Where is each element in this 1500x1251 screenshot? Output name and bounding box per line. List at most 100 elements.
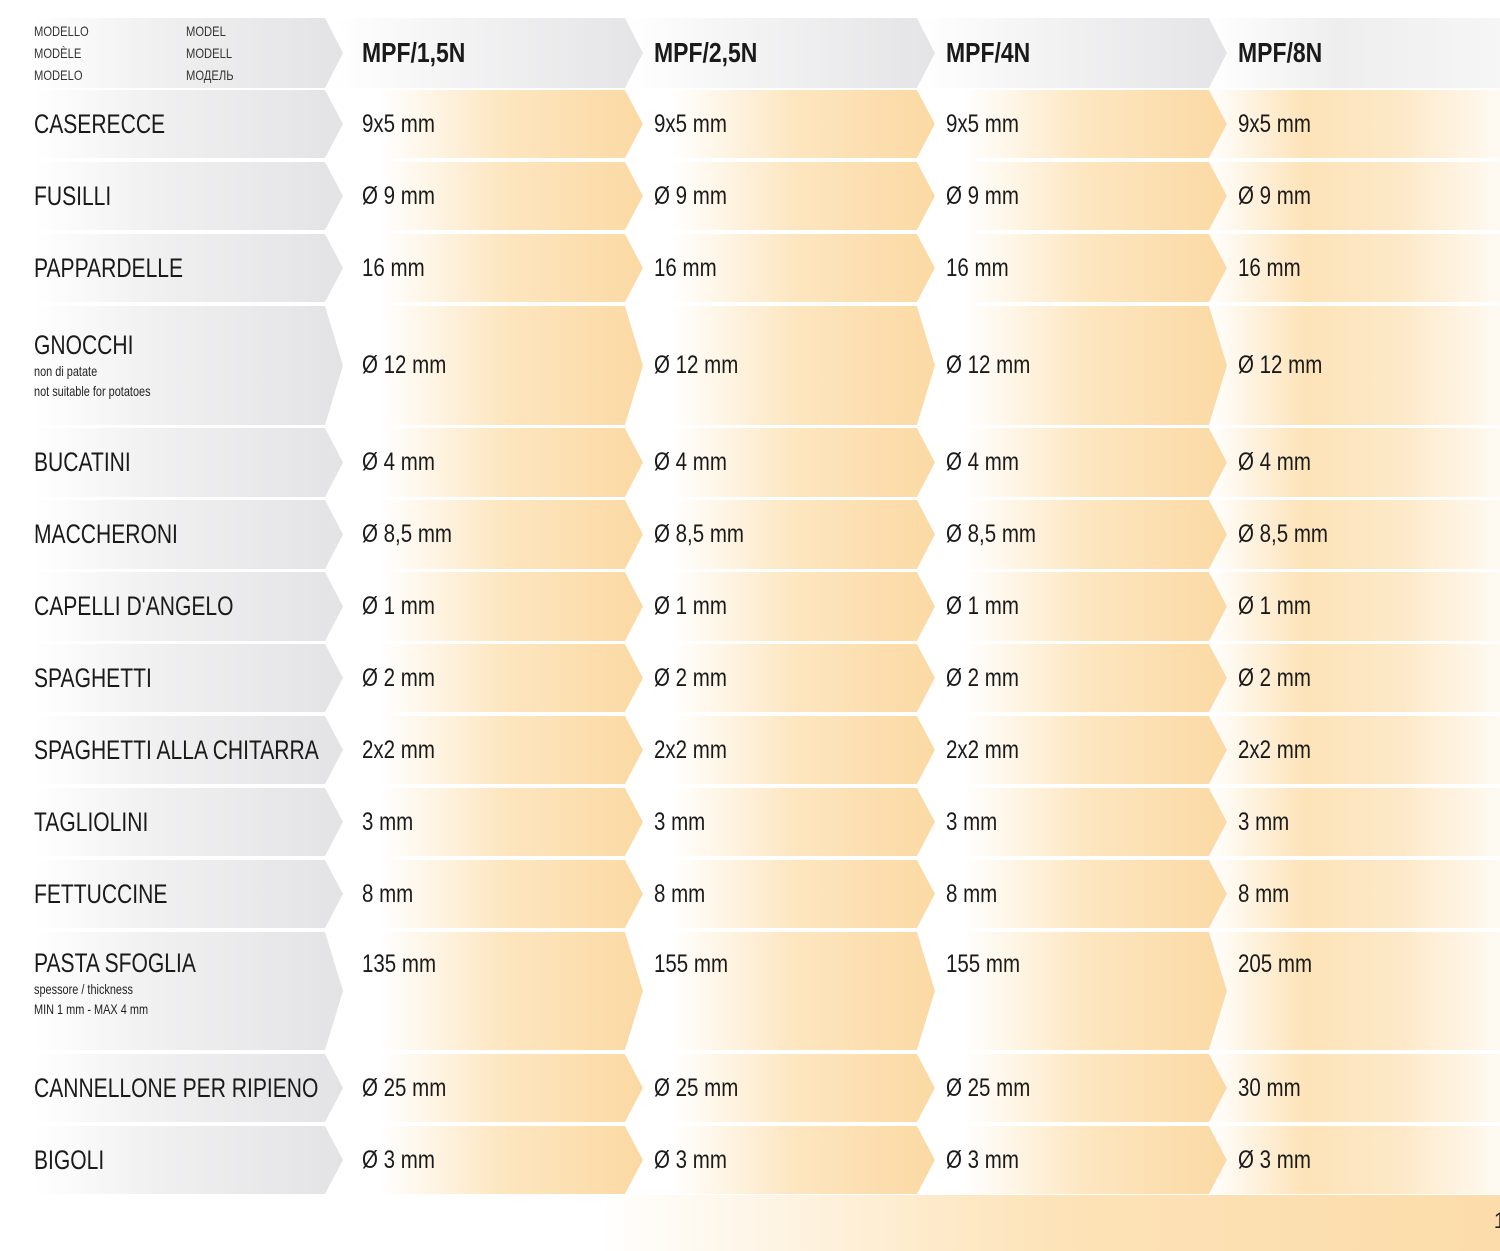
- pasta-name: SPAGHETTI: [34, 662, 152, 693]
- value-cell: 16 mm: [625, 234, 935, 302]
- table-row: FETTUCCINE 8 mm 8 mm 8 mm 8 mm: [0, 860, 1500, 928]
- pasta-name: CANNELLONE PER RIPIENO: [34, 1072, 319, 1103]
- pasta-label-cell: SPAGHETTI ALLA CHITARRA: [33, 716, 343, 784]
- value-cell: 9x5 mm: [1209, 90, 1500, 158]
- value-text: 9x5 mm: [362, 109, 435, 138]
- pasta-name: SPAGHETTI ALLA CHITARRA: [34, 734, 319, 765]
- model-label: MODELL: [186, 45, 233, 61]
- value-cell: 2x2 mm: [1209, 716, 1500, 784]
- value-cell: Ø 2 mm: [625, 644, 935, 712]
- value-text: Ø 3 mm: [946, 1145, 1019, 1174]
- table-row: PAPPARDELLE 16 mm 16 mm 16 mm 16 mm: [0, 234, 1500, 302]
- value-text: Ø 2 mm: [362, 663, 435, 692]
- table-row: CASERECCE 9x5 mm 9x5 mm 9x5 mm 9x5 mm: [0, 90, 1500, 158]
- pasta-label-cell: GNOCCHI non di patate not suitable for pot…: [33, 306, 343, 425]
- model-label: MODELLO: [34, 23, 89, 39]
- value-cell: Ø 1 mm: [917, 572, 1227, 641]
- value-text: Ø 1 mm: [362, 592, 435, 620]
- value-text: Ø 4 mm: [1238, 448, 1311, 476]
- value-cell: Ø 25 mm: [625, 1054, 935, 1122]
- table-row: MACCHERONI Ø 8,5 mm Ø 8,5 mm Ø 8,5 mm Ø 8,5 …: [0, 500, 1500, 569]
- model-header: MPF/8N: [1209, 18, 1500, 88]
- value-cell: 9x5 mm: [625, 90, 935, 158]
- value-cell: 155 mm: [625, 932, 935, 1050]
- value-text: Ø 8,5 mm: [946, 520, 1036, 548]
- value-text: Ø 2 mm: [1238, 663, 1311, 692]
- model-header: MPF/1,5N: [333, 18, 643, 88]
- pasta-label-cell: CASERECCE: [33, 90, 343, 158]
- model-labels-left: MODELLO MODÈLE MODELO: [34, 20, 89, 86]
- model-label-cell: MODELLO MODÈLE MODELO MODEL MODELL МОДЕЛЬ: [33, 18, 343, 88]
- value-cell: 8 mm: [625, 860, 935, 928]
- value-text: 8 mm: [946, 879, 998, 908]
- value-cell: 155 mm: [917, 932, 1227, 1050]
- value-cell: Ø 2 mm: [917, 644, 1227, 712]
- pasta-note: spessore / thickness: [34, 981, 133, 997]
- value-cell: Ø 4 mm: [333, 428, 643, 497]
- value-text: 155 mm: [654, 950, 729, 978]
- value-cell: Ø 12 mm: [625, 306, 935, 425]
- value-cell: 16 mm: [917, 234, 1227, 302]
- value-cell: Ø 12 mm: [917, 306, 1227, 425]
- value-text: 3 mm: [1238, 807, 1290, 836]
- pasta-label-cell: TAGLIOLINI: [33, 788, 343, 856]
- pasta-name: CAPELLI D'ANGELO: [34, 591, 234, 621]
- table-row: PASTA SFOGLIA spessore / thickness MIN 1 m…: [0, 932, 1500, 1050]
- value-cell: Ø 1 mm: [1209, 572, 1500, 641]
- value-cell: Ø 8,5 mm: [917, 500, 1227, 569]
- model-label: MODELO: [34, 67, 83, 83]
- value-cell: Ø 8,5 mm: [1209, 500, 1500, 569]
- value-cell: Ø 3 mm: [917, 1126, 1227, 1194]
- value-text: Ø 3 mm: [654, 1145, 727, 1174]
- value-text: 9x5 mm: [654, 109, 727, 138]
- value-text: 155 mm: [946, 950, 1021, 978]
- value-cell: 3 mm: [625, 788, 935, 856]
- value-cell: Ø 1 mm: [333, 572, 643, 641]
- value-text: 3 mm: [946, 807, 998, 836]
- value-cell: Ø 3 mm: [625, 1126, 935, 1194]
- value-cell: Ø 1 mm: [625, 572, 935, 641]
- value-cell: 9x5 mm: [917, 90, 1227, 158]
- model-header: MPF/4N: [917, 18, 1227, 88]
- value-cell: 2x2 mm: [625, 716, 935, 784]
- pasta-label-cell: PASTA SFOGLIA spessore / thickness MIN 1 m…: [33, 932, 343, 1050]
- model-label: MODÈLE: [34, 45, 82, 61]
- pasta-name: BIGOLI: [34, 1144, 105, 1175]
- value-text: 16 mm: [946, 253, 1009, 282]
- value-cell: Ø 4 mm: [625, 428, 935, 497]
- value-cell: 16 mm: [333, 234, 643, 302]
- value-text: 2x2 mm: [362, 735, 435, 764]
- pasta-label-cell: CANNELLONE PER RIPIENO: [33, 1054, 343, 1122]
- pasta-name: FETTUCCINE: [34, 878, 168, 909]
- table-row: SPAGHETTI Ø 2 mm Ø 2 mm Ø 2 mm Ø 2 mm: [0, 644, 1500, 712]
- value-text: Ø 12 mm: [946, 351, 1031, 379]
- model-label: МОДЕЛЬ: [186, 67, 234, 83]
- value-cell: Ø 8,5 mm: [625, 500, 935, 569]
- value-text: 205 mm: [1238, 950, 1313, 978]
- value-text: Ø 4 mm: [654, 448, 727, 476]
- value-cell: Ø 3 mm: [1209, 1126, 1500, 1194]
- pasta-name: GNOCCHI: [34, 330, 134, 360]
- value-cell: 3 mm: [333, 788, 643, 856]
- value-cell: 30 mm: [1209, 1054, 1500, 1122]
- value-text: 8 mm: [362, 879, 414, 908]
- value-cell: Ø 12 mm: [333, 306, 643, 425]
- value-cell: Ø 12 mm: [1209, 306, 1500, 425]
- value-cell: 205 mm: [1209, 932, 1500, 1050]
- pasta-label-cell: FUSILLI: [33, 162, 343, 230]
- model-header: MPF/2,5N: [625, 18, 935, 88]
- value-cell: 2x2 mm: [333, 716, 643, 784]
- value-text: Ø 12 mm: [654, 351, 739, 379]
- value-cell: 16 mm: [1209, 234, 1500, 302]
- value-text: Ø 25 mm: [946, 1073, 1031, 1102]
- bottom-band: [0, 1195, 1500, 1251]
- value-text: Ø 25 mm: [654, 1073, 739, 1102]
- value-cell: Ø 8,5 mm: [333, 500, 643, 569]
- value-cell: 2x2 mm: [917, 716, 1227, 784]
- pasta-label-cell: SPAGHETTI: [33, 644, 343, 712]
- pasta-name: MACCHERONI: [34, 519, 178, 549]
- page-number: 1: [1493, 1208, 1500, 1233]
- value-cell: Ø 3 mm: [333, 1126, 643, 1194]
- value-cell: 135 mm: [333, 932, 643, 1050]
- value-cell: 8 mm: [333, 860, 643, 928]
